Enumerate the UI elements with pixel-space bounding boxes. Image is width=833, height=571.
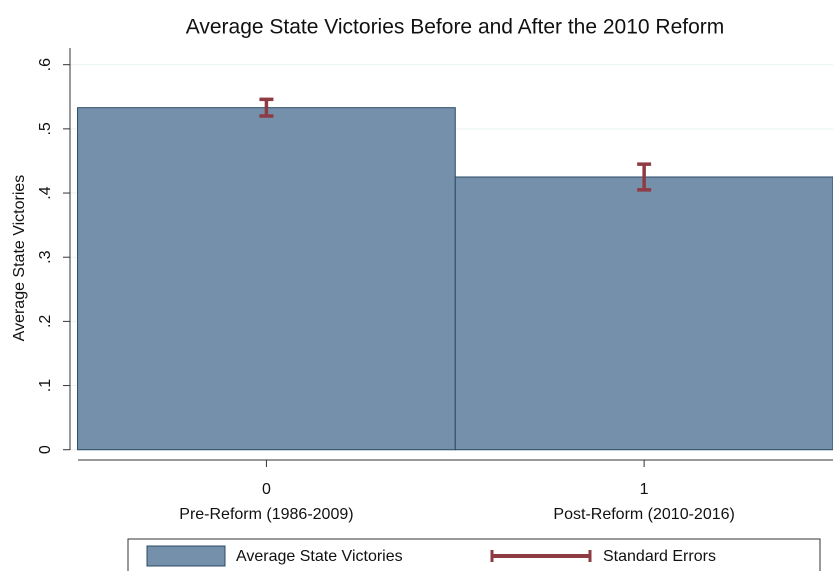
x-tick-label: 1	[640, 481, 649, 498]
category-label: Pre-Reform (1986-2009)	[179, 506, 353, 523]
y-tick-label: .6	[37, 58, 54, 71]
legend-box	[127, 538, 821, 571]
y-tick-label: .5	[37, 122, 54, 135]
y-tick-label: .4	[37, 186, 54, 199]
legend-label: Standard Errors	[603, 548, 716, 565]
bar	[454, 176, 833, 451]
error-bar	[259, 97, 274, 118]
chart-title: Average State Victories Before and After…	[186, 16, 725, 39]
category-label: Post-Reform (2010-2016)	[553, 506, 734, 523]
bar	[77, 107, 456, 451]
legend-swatch	[146, 545, 226, 567]
y-axis-title: Average State Victories	[11, 175, 28, 342]
y-tick-label: .3	[37, 250, 54, 263]
y-tick-label: 0	[37, 445, 54, 454]
y-tick-label: .1	[37, 379, 54, 392]
y-tick-label: .2	[37, 315, 54, 328]
legend-label: Average State Victories	[236, 548, 403, 565]
x-tick-label: 0	[262, 481, 271, 498]
error-bar	[637, 162, 652, 192]
